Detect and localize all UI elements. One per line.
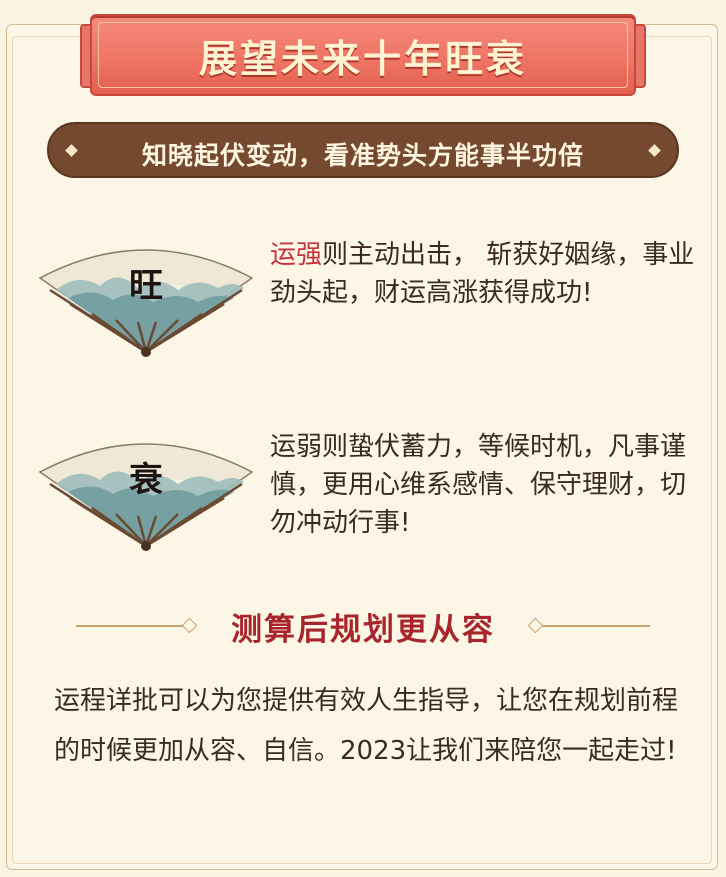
section-rule-right: [542, 625, 650, 627]
prosper-description: 运强则主动出击， 斩获好姻缘，事业劲头起，财运高涨获得成功!: [270, 236, 700, 312]
section-rule-left: [76, 625, 186, 627]
fan-prosper-icon: 旺: [38, 228, 254, 358]
banner-inner-border: [98, 22, 628, 88]
prosper-highlight: 运强: [270, 240, 323, 270]
section-title: 测算后规划更从容: [231, 612, 495, 648]
page-title: 展望未来十年旺衰: [198, 36, 527, 81]
prosper-text: 则主动出击， 斩获好姻缘，事业劲头起，财运高涨获得成功!: [270, 240, 695, 308]
subtitle-text: 知晓起伏变动，看准势头方能事半功倍: [141, 141, 584, 170]
fan-decline-icon: 衰: [38, 422, 254, 552]
summary-paragraph: 运程详批可以为您提供有效人生指导，让您在规划前程的时候更加从容、自信。2023让…: [54, 686, 679, 766]
subtitle-pill: 知晓起伏变动，看准势头方能事半功倍: [47, 122, 679, 178]
decline-text: 运弱则蛰伏蓄力，等候时机，凡事谨慎，更用心维系感情、保守理财，切勿冲动行事!: [270, 432, 687, 538]
title-banner: 展望未来十年旺衰: [80, 4, 646, 106]
banner-body: [90, 14, 636, 96]
decline-description: 运弱则蛰伏蓄力，等候时机，凡事谨慎，更用心维系感情、保守理财，切勿冲动行事!: [270, 428, 700, 542]
fan-prosper-char: 旺: [129, 266, 163, 306]
fan-decline-char: 衰: [129, 460, 163, 500]
